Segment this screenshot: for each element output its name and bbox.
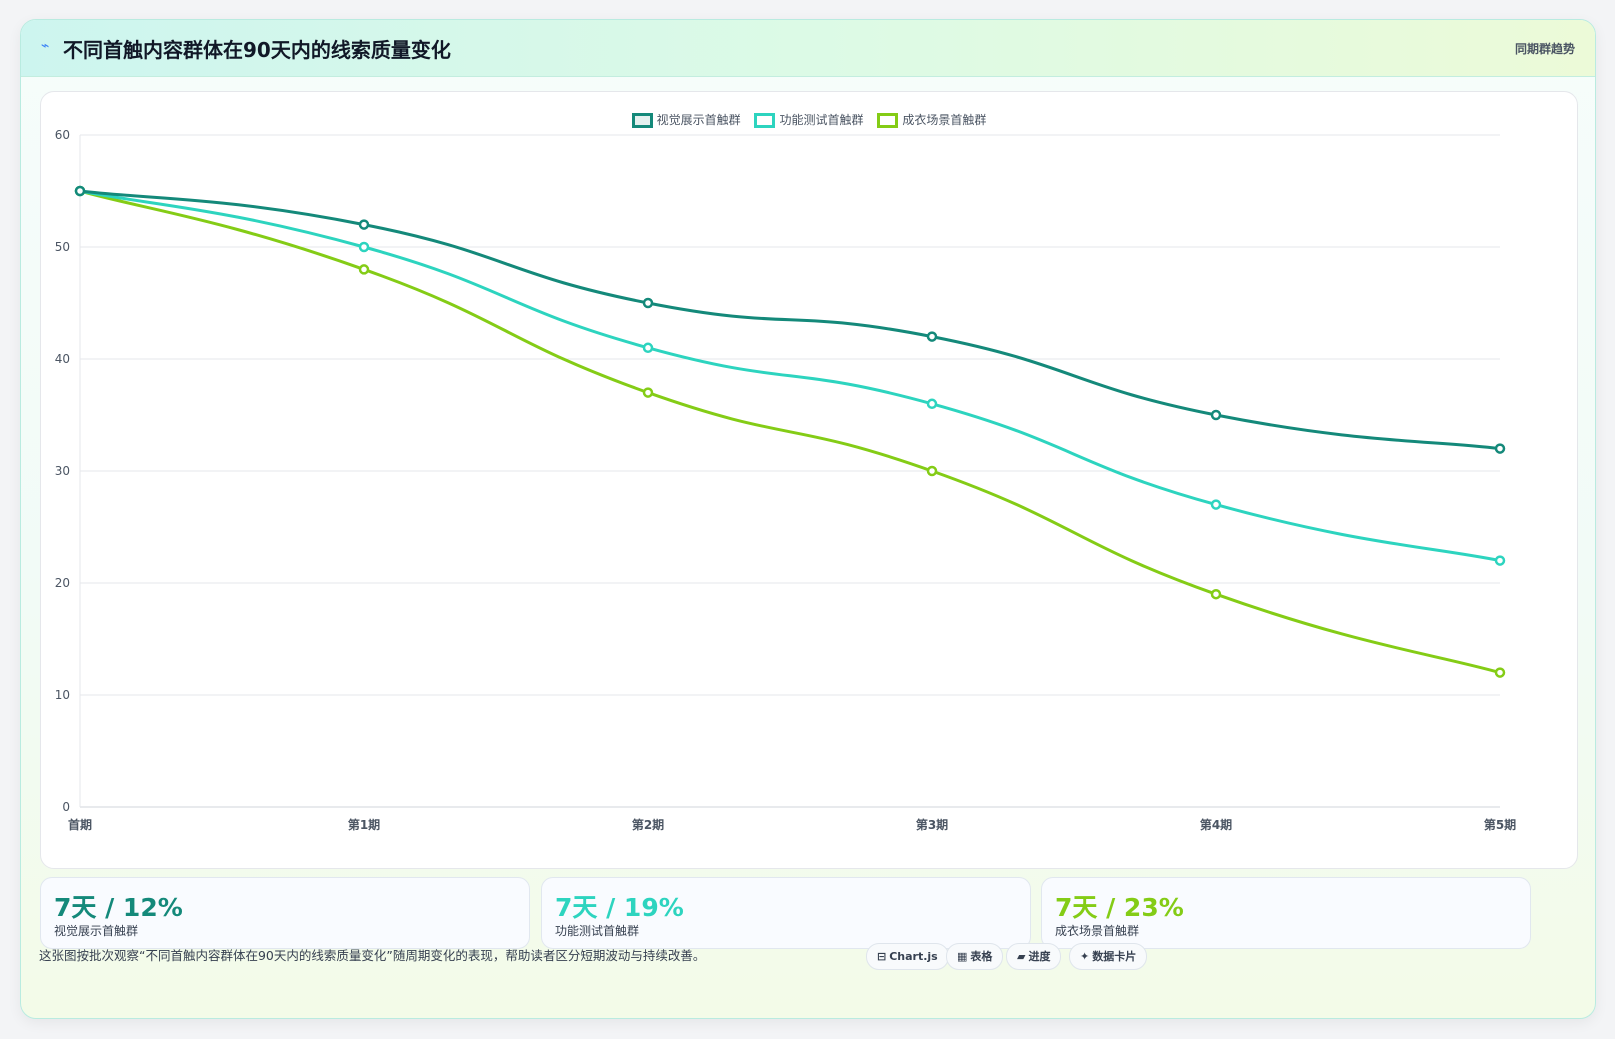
stat-label: 功能测试首触群 (555, 924, 640, 938)
chip-label: 数据卡片 (1092, 950, 1137, 963)
y-tick-label: 50 (55, 240, 70, 254)
chip-label: Chart.js (889, 950, 938, 963)
data-point (642, 342, 654, 354)
data-point (74, 185, 86, 197)
chart-title: 不同首触内容群体在90天内的线索质量变化 (63, 38, 451, 62)
data-point (642, 297, 654, 309)
footer-note: 这张图按批次观察“不同首触内容群体在90天内的线索质量变化”随周期变化的表现，帮… (39, 948, 706, 963)
sparkle-icon: ✦ (1080, 950, 1090, 963)
data-point (1494, 555, 1506, 566)
progress-icon: ▰ (1017, 950, 1026, 963)
stat-card-scene: 7天 / 23% 成衣场景首触群 (1041, 877, 1531, 949)
card-header: ⌁ 不同首触内容群体在90天内的线索质量变化 同期群趋势 (21, 20, 1595, 77)
chip-label: 表格 (970, 950, 993, 963)
series-line-2 (78, 189, 1502, 563)
trend-badge: 同期群趋势 (1514, 42, 1575, 56)
y-tick-label: 40 (55, 352, 70, 366)
x-tick-label: 首期 (68, 817, 92, 832)
stat-card-function: 7天 / 19% 功能测试首触群 (541, 877, 1031, 949)
x-tick-label: 第3期 (916, 817, 948, 832)
data-point (358, 241, 370, 253)
data-point (926, 465, 938, 477)
stat-value: 7天 / 19% (555, 893, 684, 922)
chart-legend: 视觉展示首触群 功能测试首触群 成衣场景首触群 (41, 111, 1577, 128)
y-tick-label: 30 (55, 464, 70, 478)
legend-swatch (877, 113, 899, 128)
chart-card: ⌁ 不同首触内容群体在90天内的线索质量变化 同期群趋势 视觉展示首触群 功能测… (20, 19, 1596, 1019)
stat-value: 7天 / 12% (54, 893, 183, 922)
chip-table[interactable]: ▦ 表格 (946, 943, 1004, 970)
data-point (1210, 499, 1222, 510)
data-point (1494, 667, 1506, 678)
chip-progress[interactable]: ▰ 进度 (1006, 943, 1062, 970)
x-tick-label: 第4期 (1200, 817, 1232, 832)
legend-label: 视觉展示首触群 (656, 113, 741, 127)
y-tick-label: 20 (55, 576, 70, 590)
x-tick-label: 第2期 (632, 817, 664, 832)
legend-label: 功能测试首触群 (779, 113, 864, 127)
legend-label: 成衣场景首触群 (902, 113, 987, 127)
y-tick-label: 0 (62, 800, 70, 814)
x-tick-label: 第5期 (1484, 817, 1516, 832)
data-point (358, 264, 370, 275)
stat-label: 成衣场景首触群 (1055, 924, 1140, 938)
stat-value: 7天 / 23% (1055, 893, 1184, 922)
data-point (642, 387, 654, 398)
table-icon: ▦ (957, 950, 968, 963)
y-tick-label: 10 (55, 688, 70, 702)
stat-label: 视觉展示首触群 (54, 924, 139, 938)
legend-item-series-3[interactable]: 成衣场景首触群 (877, 111, 986, 128)
chip-label: 进度 (1028, 950, 1051, 963)
lightning-icon: ⌁ (41, 38, 50, 54)
data-point (358, 219, 370, 230)
stat-card-visual: 7天 / 12% 视觉展示首触群 (40, 877, 530, 949)
x-tick-label: 第1期 (348, 817, 380, 832)
chip-chartjs[interactable]: ⊟ Chart.js (866, 943, 949, 970)
line-chart: 0 10 20 30 40 50 60 首期 第1期 第2期 第3期 第4期 第5期 (55, 128, 1516, 832)
chip-data-card[interactable]: ✦ 数据卡片 (1069, 943, 1148, 970)
series-line-1 (78, 189, 1502, 451)
data-point (1210, 409, 1222, 421)
legend-swatch (631, 113, 653, 128)
chart-icon: ⊟ (877, 950, 887, 963)
legend-item-series-1[interactable]: 视觉展示首触群 (631, 111, 741, 128)
legend-swatch (754, 113, 776, 128)
data-point (1210, 588, 1222, 600)
chart-area: 视觉展示首触群 功能测试首触群 成衣场景首触群 0 10 20 30 40 50 60 首期 第… (40, 91, 1578, 869)
series-line-3 (78, 189, 1502, 675)
legend-item-series-2[interactable]: 功能测试首触群 (754, 111, 864, 128)
y-tick-label: 60 (55, 128, 70, 142)
data-point (1494, 443, 1506, 454)
data-point (926, 398, 938, 410)
data-point (926, 331, 938, 342)
